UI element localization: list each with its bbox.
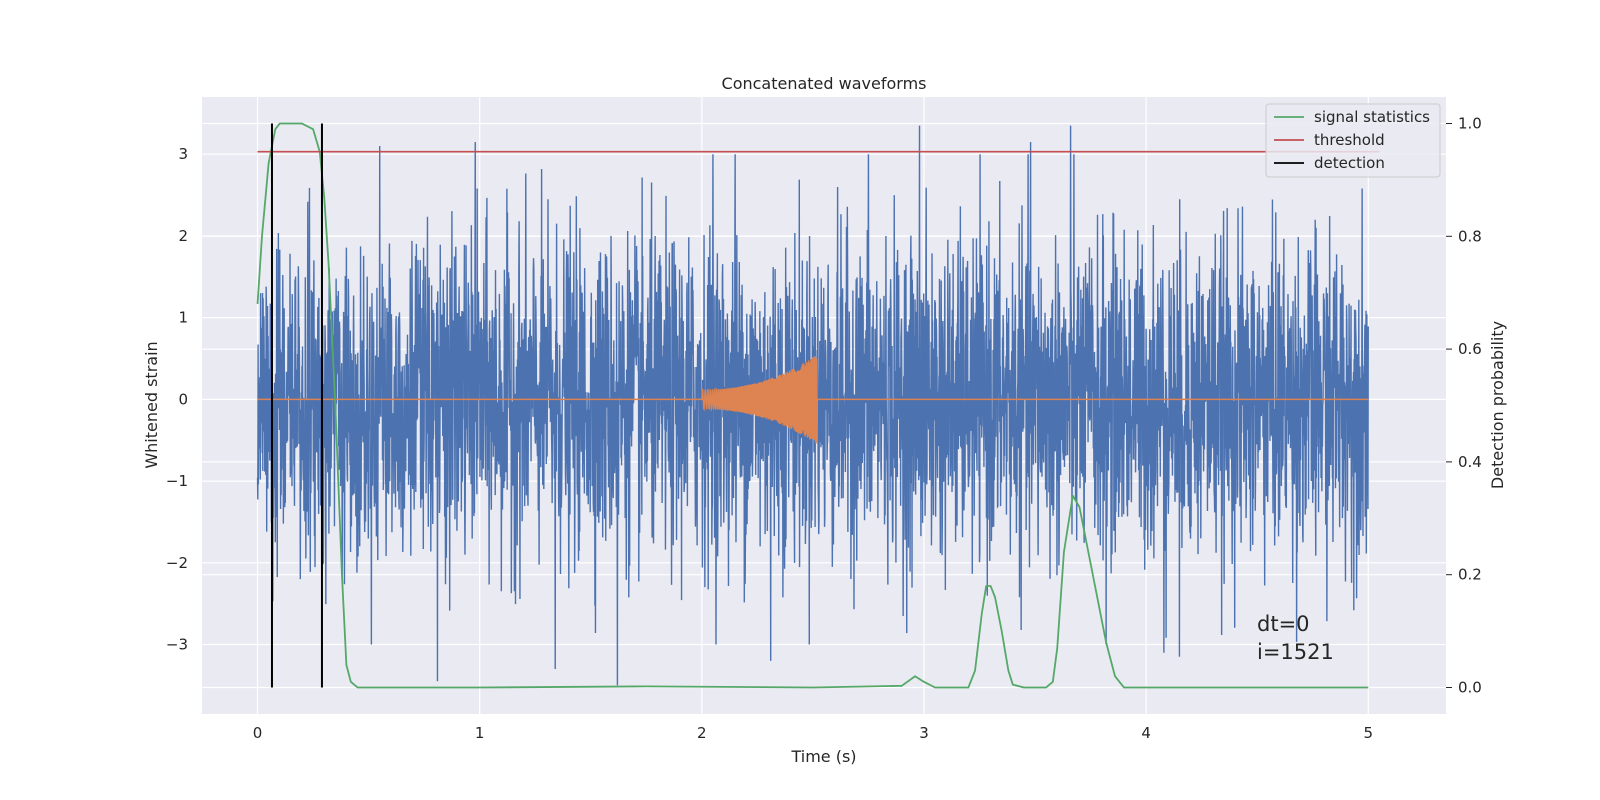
x-tick-label-2: 2 xyxy=(697,724,707,742)
y-tick-label-4: 1 xyxy=(178,309,188,327)
plot-series xyxy=(256,122,1380,689)
legend-box xyxy=(1265,103,1441,178)
y-axis-label: Whitened strain xyxy=(142,341,161,468)
y2-tick-label-2: 0.4 xyxy=(1458,453,1482,471)
bottom-axis: 0 1 2 3 4 5 xyxy=(253,724,1373,742)
y-tick-label-2: −1 xyxy=(166,472,188,490)
annotations: dt=0 i=1521 xyxy=(1257,612,1334,664)
plot-area xyxy=(256,122,1380,689)
y-tick-label-5: 2 xyxy=(178,227,188,245)
y-tick-label-0: −3 xyxy=(166,636,188,654)
x-tick-label-4: 4 xyxy=(1141,724,1151,742)
x-tick-label-0: 0 xyxy=(253,724,263,742)
y2-tick-label-1: 0.2 xyxy=(1458,566,1482,584)
legend-label-detection: detection xyxy=(1314,154,1385,172)
annotation-i: i=1521 xyxy=(1257,640,1334,664)
y2-axis-label: Detection probability xyxy=(1488,321,1507,489)
y2-tick-label-5: 1.0 xyxy=(1458,115,1482,133)
y-tick-label-6: 3 xyxy=(178,145,188,163)
x-tick-label-3: 3 xyxy=(919,724,929,742)
x-tick-label-5: 5 xyxy=(1363,724,1373,742)
signal-statistics-line xyxy=(256,122,1369,689)
chart-title: Concatenated waveforms xyxy=(722,74,927,93)
y-tick-label-3: 0 xyxy=(178,390,188,408)
legend: signal statistics threshold detection xyxy=(1265,103,1441,178)
annotation-dt: dt=0 xyxy=(1257,612,1310,636)
x-tick-label-1: 1 xyxy=(475,724,485,742)
left-axis: −3 −2 −1 0 1 2 3 xyxy=(166,145,188,653)
right-axis: 0.0 0.2 0.4 0.6 0.8 1.0 xyxy=(1446,115,1482,696)
y2-tick-label-4: 0.8 xyxy=(1458,227,1482,245)
legend-label-statistic: signal statistics xyxy=(1314,108,1430,126)
y2-tick-label-0: 0.0 xyxy=(1458,678,1482,696)
y2-tick-label-3: 0.6 xyxy=(1458,340,1482,358)
injection-chirp-line xyxy=(701,356,819,444)
y-tick-label-1: −2 xyxy=(166,554,188,572)
x-axis-label: Time (s) xyxy=(790,747,856,766)
legend-label-threshold: threshold xyxy=(1314,131,1385,149)
